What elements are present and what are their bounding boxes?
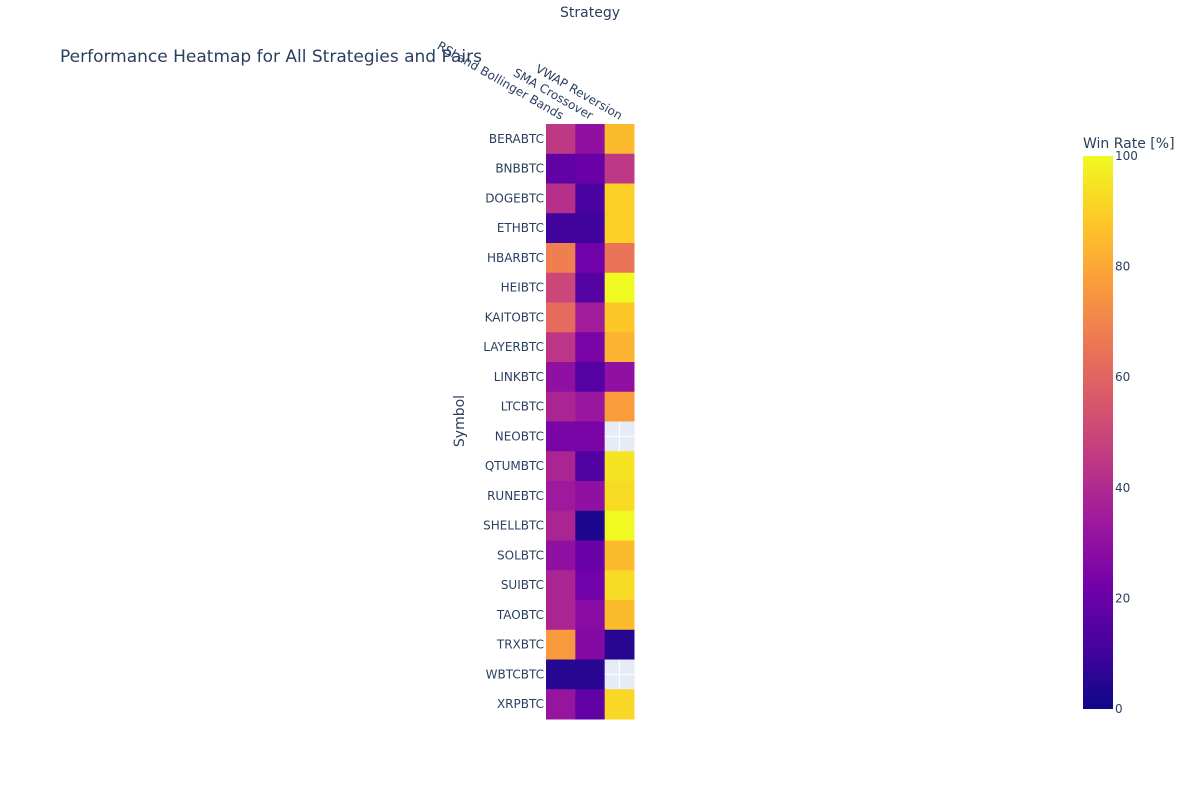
heatmap-cell bbox=[575, 183, 606, 214]
heatmap-cell bbox=[546, 124, 576, 155]
y-tick-label: TRXBTC bbox=[496, 638, 544, 652]
heatmap-cell bbox=[575, 659, 606, 690]
y-axis-title: Symbol bbox=[452, 395, 468, 447]
heatmap-cell bbox=[604, 124, 635, 155]
y-tick-label: NEOBTC bbox=[495, 429, 544, 443]
heatmap-cell bbox=[604, 302, 635, 333]
y-tick-label: LINKBTC bbox=[494, 370, 544, 384]
heatmap-cell bbox=[575, 272, 606, 303]
heatmap-cell bbox=[604, 391, 635, 422]
heatmap-cell bbox=[604, 243, 635, 274]
x-axis-title: Strategy bbox=[560, 5, 620, 21]
heatmap-cell bbox=[604, 570, 635, 601]
heatmap-cell bbox=[604, 629, 635, 660]
heatmap-cell bbox=[575, 153, 606, 184]
heatmap-cell bbox=[604, 332, 635, 363]
heatmap-cell bbox=[575, 421, 606, 452]
y-tick-label: SHELLBTC bbox=[483, 519, 544, 533]
heatmap-cell bbox=[604, 540, 635, 571]
heatmap-cell bbox=[575, 481, 606, 512]
y-tick-label: ETHBTC bbox=[497, 221, 544, 235]
y-tick-labels: BERABTC BNBBTC DOGEBTC ETHBTC HBARBTC HEIBTC K… bbox=[483, 132, 544, 711]
heatmap-cell bbox=[546, 451, 576, 482]
y-tick-label: XRPBTC bbox=[497, 697, 544, 711]
colorbar-tick-label: 60 bbox=[1115, 370, 1130, 384]
heatmap-cell bbox=[546, 153, 576, 184]
heatmap-cell bbox=[604, 272, 635, 303]
heatmap-cell bbox=[604, 451, 635, 482]
y-tick-label: BNBBTC bbox=[495, 162, 544, 176]
heatmap-cell bbox=[546, 510, 576, 541]
colorbar-tick-label: 80 bbox=[1115, 260, 1130, 274]
heatmap-cell bbox=[575, 629, 606, 660]
colorbar-title: Win Rate [%] bbox=[1083, 136, 1175, 152]
y-tick-label: BERABTC bbox=[489, 132, 544, 146]
heatmap-cell bbox=[575, 540, 606, 571]
chart-title: Performance Heatmap for All Strategies a… bbox=[60, 47, 482, 67]
heatmap-cell bbox=[546, 540, 576, 571]
heatmap-cell bbox=[575, 391, 606, 422]
heatmap-cell bbox=[575, 600, 606, 631]
y-tick-label: DOGEBTC bbox=[485, 191, 544, 205]
heatmap-cell bbox=[575, 689, 606, 720]
heatmap-cell bbox=[575, 362, 606, 393]
heatmap-cell bbox=[604, 183, 635, 214]
heatmap-cell bbox=[546, 243, 576, 274]
heatmap-cell bbox=[575, 213, 606, 244]
heatmap-cell bbox=[575, 332, 606, 363]
heatmap-cell bbox=[604, 153, 635, 184]
y-tick-label: QTUMBTC bbox=[485, 459, 544, 473]
colorbar-tick-label: 100 bbox=[1115, 149, 1138, 163]
heatmap-cell bbox=[604, 600, 635, 631]
y-tick-label: WBTCBTC bbox=[486, 667, 544, 681]
y-tick-label: HBARBTC bbox=[487, 251, 544, 265]
heatmap-cell bbox=[575, 510, 606, 541]
heatmap-cell bbox=[546, 272, 576, 303]
colorbar-tick-labels: 0 20 40 60 80 100 bbox=[1115, 149, 1138, 716]
heatmap-cell bbox=[546, 362, 576, 393]
heatmap-cell bbox=[604, 213, 635, 244]
heatmap-cell bbox=[546, 570, 576, 601]
heatmap-cell bbox=[604, 362, 635, 393]
y-tick-label: SOLBTC bbox=[497, 548, 544, 562]
y-tick-label: SUIBTC bbox=[501, 578, 544, 592]
heatmap-cell bbox=[575, 124, 606, 155]
colorbar-tick-label: 20 bbox=[1115, 591, 1130, 605]
heatmap-cell bbox=[546, 213, 576, 244]
y-tick-label: KAITOBTC bbox=[485, 310, 544, 324]
y-tick-label: HEIBTC bbox=[501, 281, 544, 295]
y-tick-label: RUNEBTC bbox=[487, 489, 544, 503]
heatmap-cell bbox=[604, 481, 635, 512]
heatmap-cell bbox=[546, 481, 576, 512]
heatmap-cell bbox=[546, 302, 576, 333]
heatmap-cell bbox=[546, 391, 576, 422]
heatmap-cell bbox=[575, 570, 606, 601]
colorbar-tick-label: 0 bbox=[1115, 702, 1123, 716]
heatmap-cell bbox=[546, 600, 576, 631]
heatmap-cell bbox=[546, 689, 576, 720]
colorbar: Win Rate [%] 0 20 40 60 80 100 bbox=[1083, 136, 1175, 716]
heatmap-cell bbox=[575, 243, 606, 274]
heatmap-cell bbox=[575, 302, 606, 333]
heatmap-cell bbox=[575, 451, 606, 482]
y-tick-label: TAOBTC bbox=[496, 608, 544, 622]
heatmap-cell bbox=[604, 689, 635, 720]
heatmap-cells bbox=[546, 124, 635, 720]
heatmap-cell bbox=[546, 659, 576, 690]
colorbar-tick-label: 40 bbox=[1115, 481, 1130, 495]
heatmap-cell bbox=[546, 421, 576, 452]
y-tick-label: LTCBTC bbox=[501, 400, 544, 414]
heatmap-cell bbox=[546, 629, 576, 660]
missing-cell-gridlines bbox=[604, 421, 634, 690]
heatmap-cell bbox=[604, 510, 635, 541]
y-tick-label: LAYERBTC bbox=[483, 340, 544, 354]
heatmap-cell bbox=[546, 332, 576, 363]
heatmap-cell bbox=[546, 183, 576, 214]
colorbar-gradient bbox=[1083, 156, 1113, 709]
